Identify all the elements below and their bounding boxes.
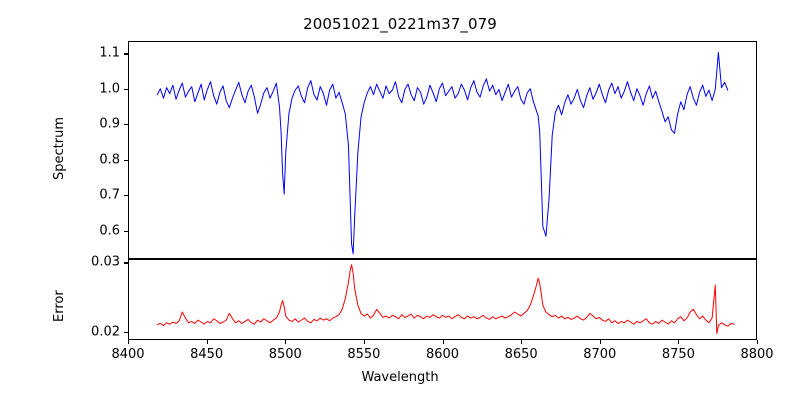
x-tick-label: 8650	[504, 347, 538, 362]
x-tick-mark	[285, 340, 287, 344]
x-tick-mark	[678, 340, 680, 344]
spectrum-y-tick-label: 1.0	[99, 81, 120, 97]
spectrum-y-tick-label: 1.1	[99, 45, 120, 61]
x-tick-mark	[442, 340, 444, 344]
error-axes	[128, 259, 757, 340]
spectrum-y-tick-mark	[124, 88, 128, 90]
spectrum-y-axis-label: Spectrum	[52, 117, 67, 180]
spectrum-y-tick-label: 0.7	[99, 187, 120, 203]
x-tick-mark	[757, 340, 759, 344]
error-plot-area	[156, 264, 735, 335]
spectrum-plot-area	[156, 52, 729, 255]
error-y-tick-mark	[124, 331, 128, 333]
spectrum-y-tick-mark	[124, 53, 128, 55]
x-tick-mark	[599, 340, 601, 344]
spectrum-axes	[128, 41, 757, 259]
spectrum-y-tick-mark	[124, 159, 128, 161]
x-tick-mark	[206, 340, 208, 344]
spectrum-y-tick-label: 0.8	[99, 152, 120, 168]
error-y-tick-label: 0.02	[91, 324, 120, 340]
x-tick-label: 8600	[425, 347, 460, 362]
x-tick-label: 8550	[347, 347, 381, 362]
error-y-axis-label: Error	[52, 290, 67, 322]
spectrum-y-tick-mark	[124, 230, 128, 232]
spectrum-y-tick-mark	[124, 124, 128, 126]
spectrum-y-tick-mark	[124, 195, 128, 197]
spectrum-y-tick-label: 0.6	[99, 223, 120, 239]
page-title: 20051021_0221m37_079	[303, 15, 497, 33]
x-tick-label: 8500	[268, 347, 302, 362]
x-tick-mark	[128, 340, 130, 344]
x-axis-label: Wavelength	[361, 370, 439, 385]
x-tick-label: 8400	[111, 347, 145, 362]
spectrum-y-tick-label: 0.9	[99, 116, 120, 132]
x-tick-label: 8750	[661, 347, 695, 362]
x-tick-label: 8450	[190, 347, 224, 362]
spectrum-data-line	[156, 52, 729, 255]
x-tick-label: 8800	[740, 347, 774, 362]
error-y-tick-label: 0.03	[91, 254, 120, 270]
x-tick-label: 8700	[583, 347, 617, 362]
error-y-tick-mark	[124, 262, 128, 264]
error-data-line	[156, 264, 735, 335]
x-tick-mark	[521, 340, 523, 344]
x-tick-mark	[363, 340, 365, 344]
